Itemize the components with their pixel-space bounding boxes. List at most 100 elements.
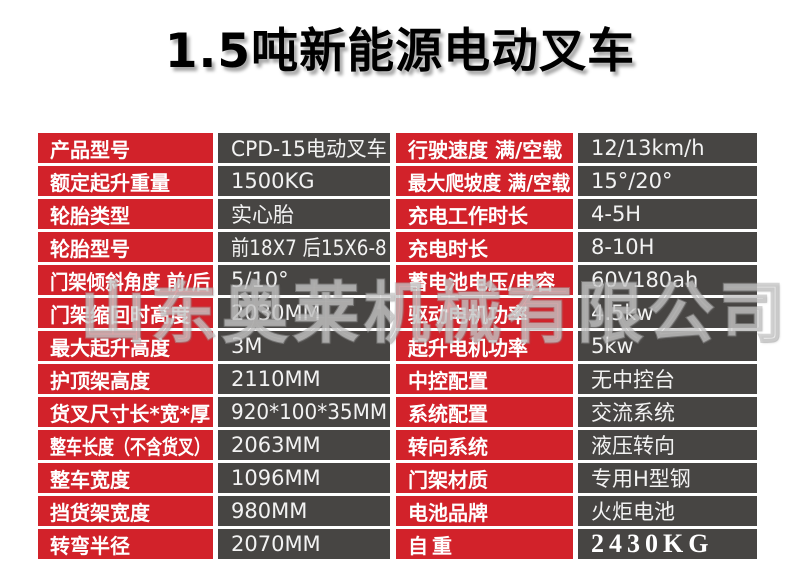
spec-label: 挡货架宽度	[38, 496, 213, 526]
spec-label: 最大起升高度	[38, 331, 213, 361]
spec-label: 行驶速度 满/空载	[396, 133, 573, 163]
spec-value-text: 2070MM	[231, 532, 321, 556]
spec-value-text: 2110MM	[231, 367, 321, 391]
spec-label: 产品型号	[38, 133, 213, 163]
spec-value: 1500KG	[218, 166, 390, 196]
spec-label: 转弯半径	[38, 529, 213, 559]
spec-label: 系统配置	[396, 397, 573, 427]
spec-label-text: 蓄电池电压/电容	[408, 269, 556, 294]
spec-value: 液压转向	[578, 430, 757, 460]
spec-value: 2063MM	[218, 430, 390, 460]
spec-row: 整车长度（不含货叉） 2063MM	[38, 430, 390, 460]
spec-label: 轮胎类型	[38, 199, 213, 229]
spec-row: 自重 2430KG	[396, 529, 757, 559]
spec-value-text: 8-10H	[591, 235, 655, 259]
spec-row: 充电时长 8-10H	[396, 232, 757, 262]
spec-label-text: 额定起升重量	[50, 170, 170, 195]
spec-row: 中控配置 无中控台	[396, 364, 757, 394]
spec-value: 1096MM	[218, 463, 390, 493]
spec-value: 2110MM	[218, 364, 390, 394]
spec-label-text: 挡货架宽度	[50, 500, 150, 525]
spec-value: 980MM	[218, 496, 390, 526]
spec-row: 门架材质 专用H型钢	[396, 463, 757, 493]
spec-label: 整车长度（不含货叉）	[38, 430, 213, 460]
spec-label: 额定起升重量	[38, 166, 213, 196]
spec-label-text: 转弯半径	[50, 533, 130, 558]
spec-row: 驱动电机功率 4.5kw	[396, 298, 757, 328]
spec-value: 交流系统	[578, 397, 757, 427]
spec-value-text: 2063MM	[231, 433, 321, 457]
spec-label-text: 行驶速度 满/空载	[408, 137, 563, 162]
spec-value-text: 2430KG	[591, 529, 714, 558]
spec-value-text: 无中控台	[591, 368, 675, 392]
spec-label-text: 轮胎型号	[50, 236, 130, 261]
spec-label: 中控配置	[396, 364, 573, 394]
spec-label: 起升电机功率	[396, 331, 573, 361]
spec-label: 蓄电池电压/电容	[396, 265, 573, 295]
spec-value: 实心胎	[218, 199, 390, 229]
spec-label: 驱动电机功率	[396, 298, 573, 328]
spec-value-text: 前18X7 后15X6-8	[231, 236, 387, 260]
spec-label: 转向系统	[396, 430, 573, 460]
spec-value: 5kw	[578, 331, 757, 361]
spec-value: 无中控台	[578, 364, 757, 394]
spec-label: 门架缩回时高度	[38, 298, 213, 328]
spec-label: 自重	[396, 529, 573, 559]
spec-table-right-column: 行驶速度 满/空载 12/13km/h 最大爬坡度 满/空载 15°/20° 充电工作时…	[396, 133, 757, 559]
spec-value: 8-10H	[578, 232, 757, 262]
spec-label-text: 充电工作时长	[408, 203, 528, 228]
spec-label: 充电工作时长	[396, 199, 573, 229]
spec-row: 轮胎类型 实心胎	[38, 199, 390, 229]
spec-value-text: 3M	[231, 334, 263, 358]
spec-label-text: 门架缩回时高度	[50, 302, 190, 327]
spec-row: 门架缩回时高度 2030MM	[38, 298, 390, 328]
spec-value: 12/13km/h	[578, 133, 757, 163]
spec-row: 起升电机功率 5kw	[396, 331, 757, 361]
spec-value-text: 1096MM	[231, 466, 321, 490]
spec-label-text: 充电时长	[408, 236, 488, 261]
spec-row: 货叉尺寸长*宽*厚 920*100*35MM	[38, 397, 390, 427]
spec-value-text: 火炬电池	[591, 500, 675, 524]
spec-value-text: 920*100*35MM	[231, 400, 388, 424]
spec-row: 轮胎型号 前18X7 后15X6-8	[38, 232, 390, 262]
spec-value: 920*100*35MM	[218, 397, 390, 427]
spec-value-text: 5kw	[591, 334, 634, 358]
spec-value: 2070MM	[218, 529, 390, 559]
spec-label-text: 产品型号	[50, 137, 130, 162]
spec-label-text: 整车宽度	[50, 467, 130, 492]
spec-value: 前18X7 后15X6-8	[218, 232, 390, 262]
spec-label: 门架材质	[396, 463, 573, 493]
spec-table: 产品型号 CPD-15电动叉车额定起升重量 1500KG 轮胎类型 实心胎轮胎型号 前18…	[38, 133, 757, 559]
spec-label: 最大爬坡度 满/空载	[396, 166, 573, 196]
spec-row: 充电工作时长 4-5H	[396, 199, 757, 229]
spec-value-text: 4-5H	[591, 202, 642, 226]
spec-label: 整车宽度	[38, 463, 213, 493]
spec-label-text: 驱动电机功率	[408, 302, 528, 327]
spec-row: 额定起升重量 1500KG	[38, 166, 390, 196]
spec-label-text: 护顶架高度	[50, 368, 150, 393]
spec-value-text: 4.5kw	[591, 301, 654, 325]
spec-value-text: 专用H型钢	[591, 467, 691, 491]
spec-row: 产品型号 CPD-15电动叉车	[38, 133, 390, 163]
spec-value-text: 5/10°	[231, 268, 289, 292]
spec-value-text: 2030MM	[231, 301, 321, 325]
spec-value: 5/10°	[218, 265, 390, 295]
spec-row: 最大起升高度 3M	[38, 331, 390, 361]
spec-label-text: 货叉尺寸长*宽*厚	[50, 401, 210, 426]
spec-label: 货叉尺寸长*宽*厚	[38, 397, 213, 427]
spec-value: 4.5kw	[578, 298, 757, 328]
spec-row: 最大爬坡度 满/空载 15°/20°	[396, 166, 757, 196]
spec-value: 2030MM	[218, 298, 390, 328]
spec-label-text: 起升电机功率	[408, 335, 528, 360]
spec-label-text: 中控配置	[408, 368, 488, 393]
spec-value-text: 交流系统	[591, 401, 675, 425]
spec-label-text: 最大爬坡度 满/空载	[408, 170, 571, 195]
spec-row: 转向系统 液压转向	[396, 430, 757, 460]
spec-label-text: 系统配置	[408, 401, 488, 426]
spec-label-text: 轮胎类型	[50, 203, 130, 228]
spec-row: 行驶速度 满/空载 12/13km/h	[396, 133, 757, 163]
spec-value: 3M	[218, 331, 390, 361]
spec-value-text: 液压转向	[591, 434, 675, 458]
spec-value-text: 60V180ah	[591, 268, 699, 292]
